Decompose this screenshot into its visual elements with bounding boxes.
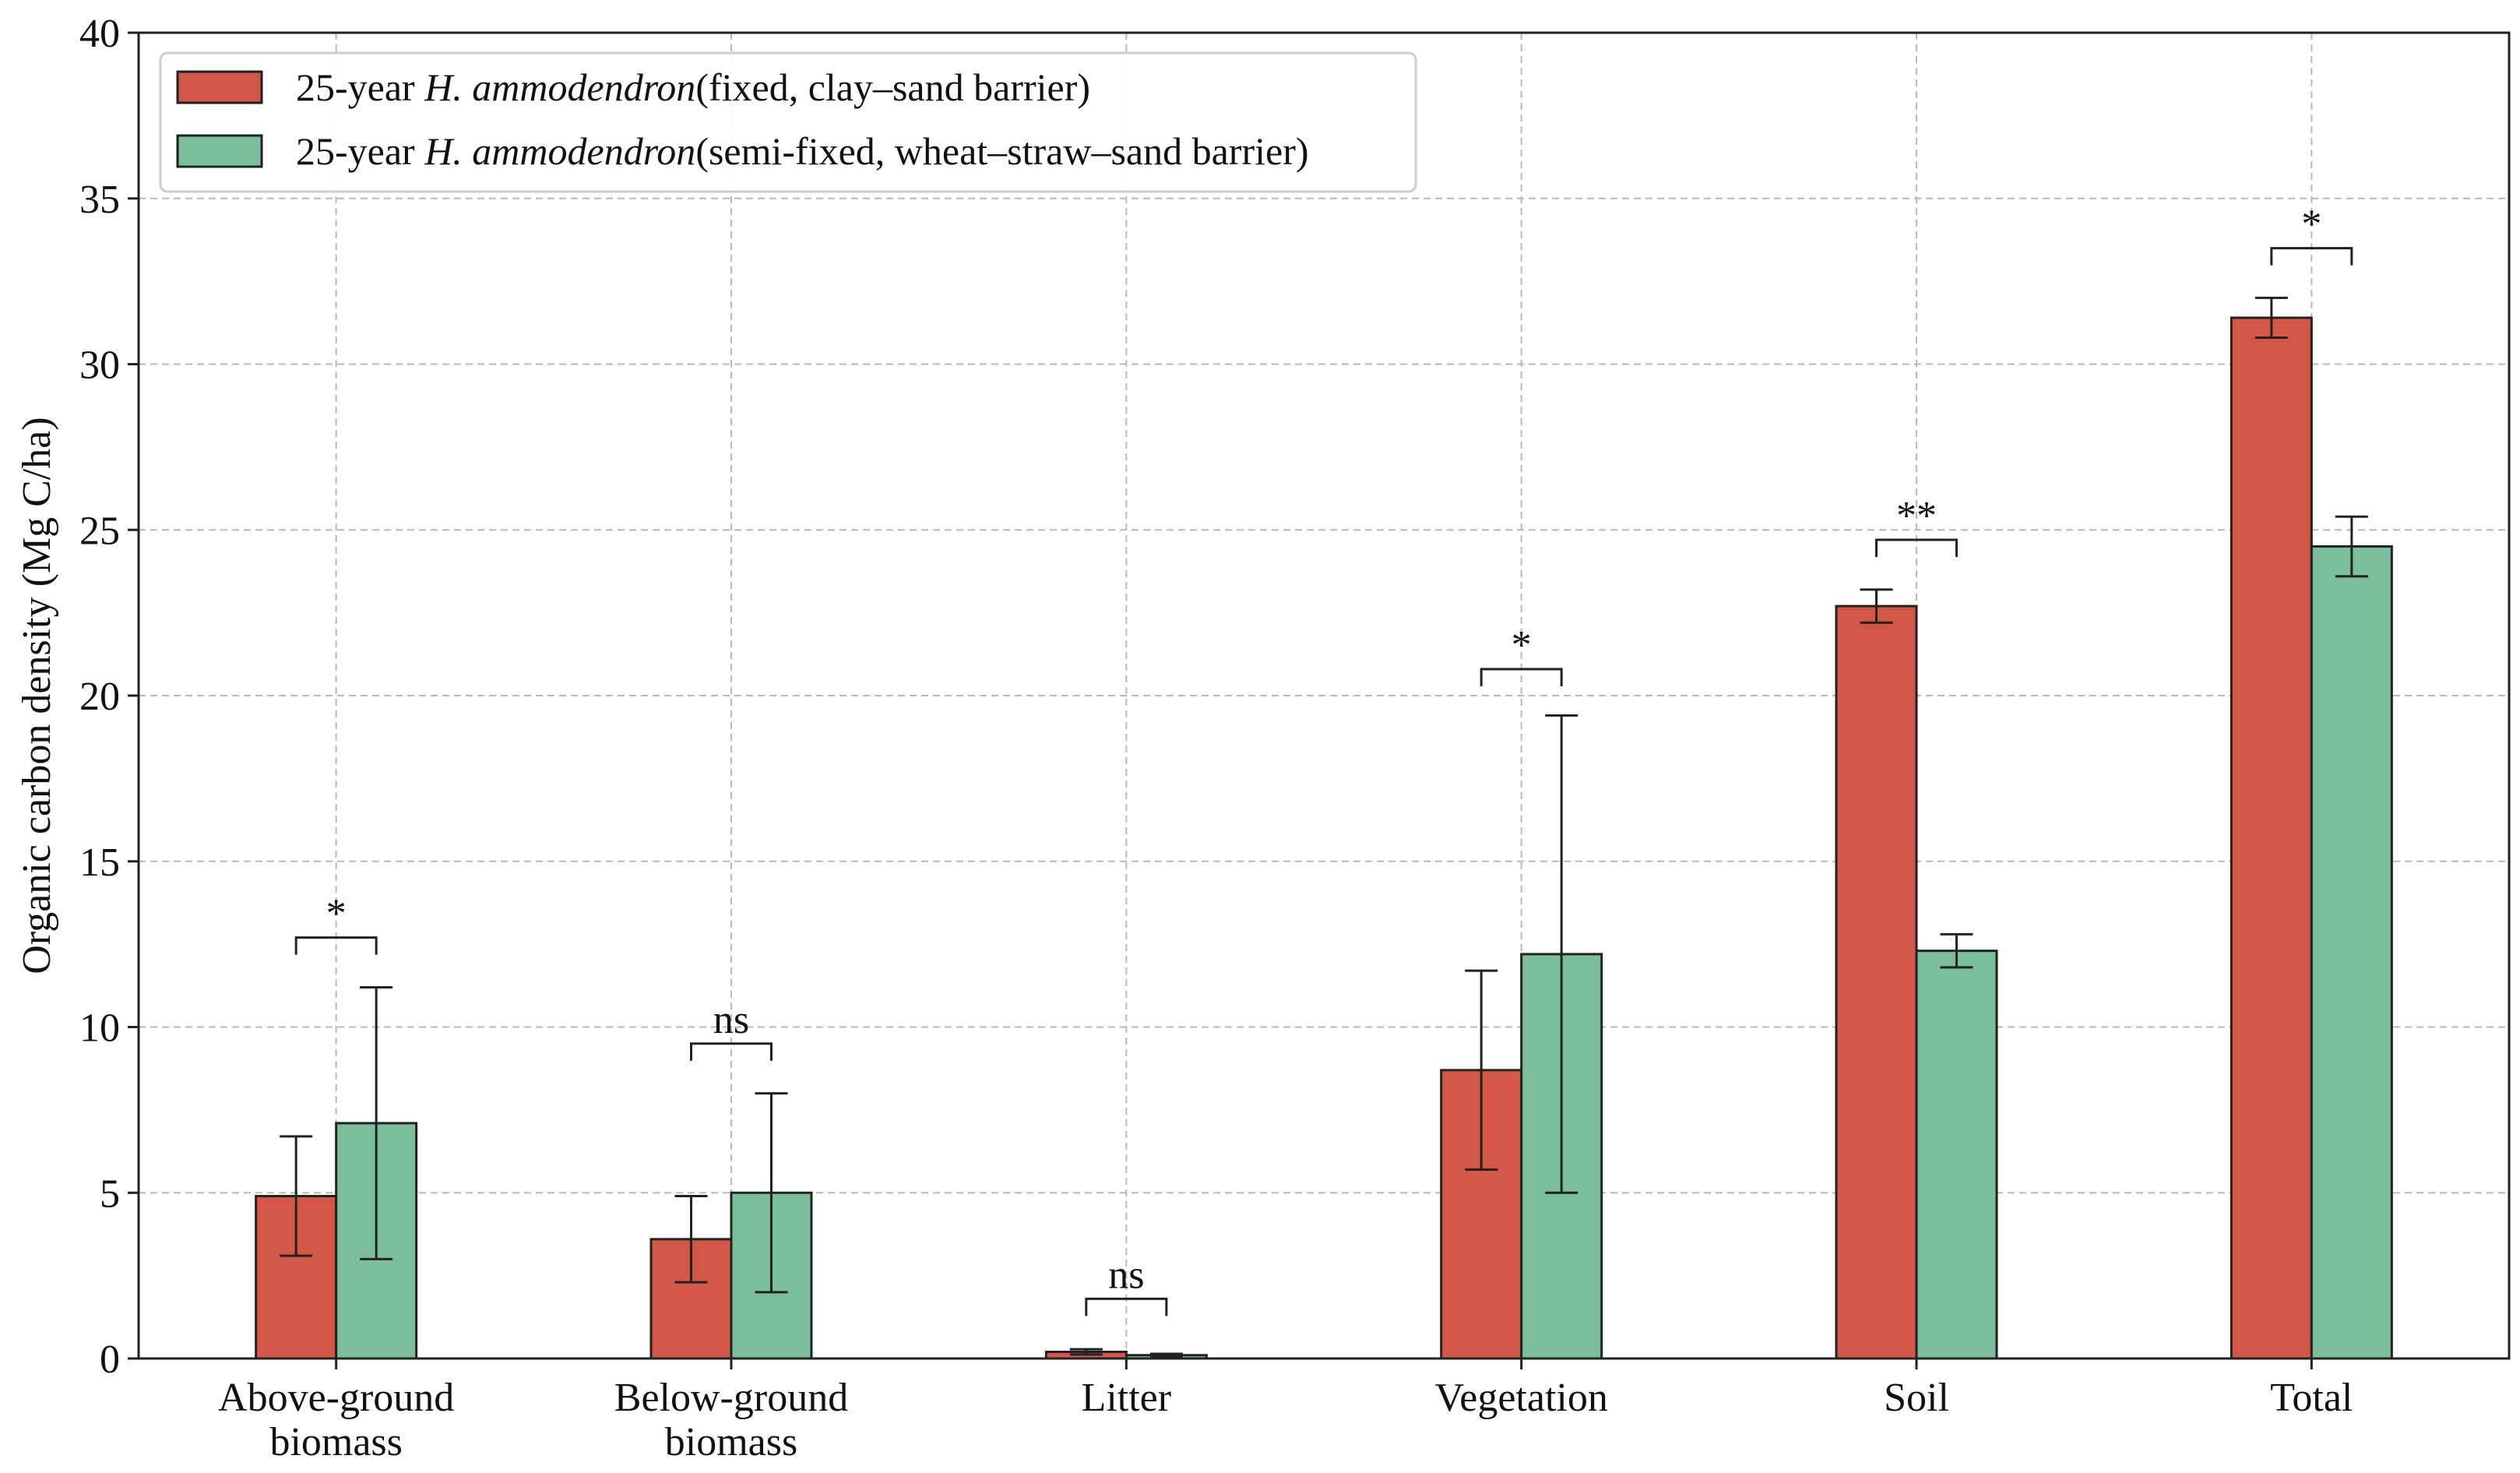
legend-label-italic: H. ammodendron	[424, 129, 695, 173]
x-tick-label: biomass	[269, 1420, 402, 1464]
y-tick-label: 35	[79, 178, 120, 222]
legend-label-suffix: (fixed, clay–sand barrier)	[695, 65, 1090, 109]
significance-label: **	[1896, 494, 1937, 538]
legend-label: 25-year H. ammodendron(fixed, clay–sand …	[296, 65, 1090, 109]
y-tick-label: 25	[79, 509, 120, 553]
grid-lines	[139, 32, 2509, 1359]
legend-label: 25-year H. ammodendron(semi-fixed, wheat…	[296, 129, 1309, 173]
significance-bracket	[1085, 1297, 1168, 1316]
x-tick-label: Total	[2270, 1376, 2353, 1420]
significance-bracket	[1480, 668, 1563, 686]
legend-swatch	[176, 134, 263, 168]
legend-box	[159, 51, 1417, 193]
significance-bracket	[690, 1042, 773, 1061]
significance-label: ns	[1108, 1253, 1144, 1297]
y-tick-label: 30	[79, 344, 120, 388]
significance-label: *	[2301, 203, 2321, 247]
x-tick-label: Soil	[1884, 1376, 1949, 1420]
significance-label: *	[1512, 623, 1532, 668]
bar-series2	[1915, 950, 1998, 1360]
significance-label: ns	[713, 998, 749, 1042]
error-bars	[280, 296, 2368, 1358]
bar-groups	[255, 316, 2393, 1360]
axes: 0510152025303540Above-groundbiomassBelow…	[79, 12, 2353, 1464]
x-tick-label: Vegetation	[1434, 1376, 1607, 1420]
bar-series1	[2230, 316, 2313, 1360]
legend: 25-year H. ammodendron(fixed, clay–sand …	[159, 51, 1417, 193]
legend-swatch	[176, 70, 263, 104]
bar-series2	[2310, 545, 2393, 1360]
y-tick-label: 15	[79, 840, 120, 885]
y-axis-title: Organic carbon density (Mg C/ha)	[15, 417, 59, 974]
x-tick-label: biomass	[665, 1420, 797, 1464]
y-tick-label: 5	[100, 1172, 120, 1216]
x-tick-label: Litter	[1082, 1376, 1172, 1420]
legend-label-prefix: 25-year	[296, 129, 424, 173]
bar-series1	[1835, 604, 1918, 1360]
x-tick-label: Below-ground	[614, 1376, 848, 1420]
legend-label-prefix: 25-year	[296, 65, 424, 109]
significance-bracket	[2270, 247, 2353, 266]
legend-label-suffix: (semi-fixed, wheat–straw–sand barrier)	[695, 129, 1308, 173]
significance-label: *	[326, 892, 347, 936]
legend-label-italic: H. ammodendron	[424, 65, 695, 109]
y-tick-label: 40	[79, 12, 120, 56]
x-tick-label: Above-ground	[218, 1376, 454, 1420]
significance-bracket	[1875, 538, 1958, 558]
y-tick-label: 20	[79, 675, 120, 719]
significance-bracket	[294, 936, 378, 955]
y-tick-label: 0	[100, 1337, 120, 1382]
y-tick-label: 10	[79, 1006, 120, 1051]
